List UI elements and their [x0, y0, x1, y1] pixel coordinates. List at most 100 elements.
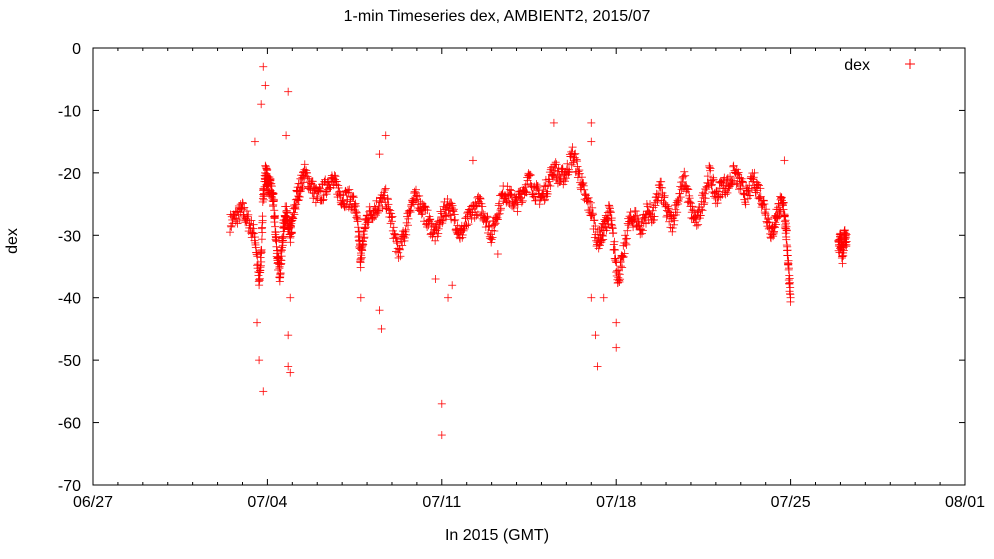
- data-point: [398, 241, 407, 250]
- data-point: [354, 223, 363, 232]
- data-point: [383, 195, 392, 204]
- data-point: [784, 264, 793, 273]
- data-point: [786, 283, 795, 292]
- data-point: [684, 185, 693, 194]
- data-point: [258, 228, 267, 237]
- data-point: [438, 219, 447, 228]
- data-point: [312, 192, 321, 201]
- data-point: [417, 210, 426, 219]
- data-point: [525, 170, 534, 179]
- data-point: [401, 225, 410, 234]
- data-point: [749, 175, 758, 184]
- data-point: [588, 203, 597, 212]
- data-point: [450, 216, 459, 225]
- data-point: [439, 215, 448, 224]
- data-point: [780, 156, 789, 165]
- data-point: [662, 212, 671, 221]
- data-point: [639, 218, 648, 227]
- data-point: [300, 173, 309, 182]
- data-point: [648, 206, 657, 215]
- data-point: [319, 196, 328, 205]
- data-point: [249, 220, 258, 229]
- data-point: [673, 208, 682, 217]
- data-point: [431, 274, 440, 283]
- data-point: [484, 222, 493, 231]
- data-point: [702, 183, 711, 192]
- data-point: [374, 206, 383, 215]
- data-point: [516, 193, 525, 202]
- data-point: [308, 177, 317, 186]
- data-point: [381, 131, 390, 140]
- data-point: [488, 233, 497, 242]
- data-point: [703, 172, 712, 181]
- data-point: [572, 155, 581, 164]
- data-point: [364, 218, 373, 227]
- data-point: [493, 250, 502, 259]
- data-point: [392, 234, 401, 243]
- data-point: [675, 189, 684, 198]
- data-point: [259, 387, 268, 396]
- data-point: [686, 199, 695, 208]
- data-point: [558, 164, 567, 173]
- data-point: [407, 200, 416, 209]
- data-point: [226, 228, 235, 237]
- data-point: [690, 206, 699, 215]
- data-point: [315, 187, 324, 196]
- data-point: [363, 217, 372, 226]
- data-point: [356, 263, 365, 272]
- data-point: [638, 226, 647, 235]
- data-point: [279, 232, 288, 241]
- data-point: [591, 331, 600, 340]
- data-point: [575, 166, 584, 175]
- data-point: [540, 196, 549, 205]
- data-point: [479, 209, 488, 218]
- data-point: [302, 168, 311, 177]
- data-point: [633, 211, 642, 220]
- data-point: [475, 199, 484, 208]
- data-point: [500, 190, 509, 199]
- data-point: [609, 228, 618, 237]
- data-point: [436, 207, 445, 216]
- data-point: [443, 194, 452, 203]
- data-point: [434, 229, 443, 238]
- data-point: [698, 188, 707, 197]
- data-point: [426, 215, 435, 224]
- data-point: [559, 175, 568, 184]
- data-point: [698, 206, 707, 215]
- data-point: [529, 192, 538, 201]
- data-point: [692, 221, 701, 230]
- data-point: [404, 214, 413, 223]
- data-point: [700, 189, 709, 198]
- data-point: [654, 190, 663, 199]
- data-point: [740, 190, 749, 199]
- data-point: [739, 189, 748, 198]
- data-point: [767, 234, 776, 243]
- data-point: [270, 211, 279, 220]
- data-point: [359, 240, 368, 249]
- data-point: [686, 198, 695, 207]
- data-point: [672, 198, 681, 207]
- data-point: [444, 209, 453, 218]
- data-point: [620, 249, 629, 258]
- data-point: [738, 178, 747, 187]
- data-point: [660, 193, 669, 202]
- data-point: [624, 221, 633, 230]
- x-tick-label: 07/11: [422, 494, 461, 511]
- data-point: [760, 200, 769, 209]
- data-point: [759, 200, 768, 209]
- data-point: [669, 211, 678, 220]
- data-point: [637, 225, 646, 234]
- data-point: [734, 170, 743, 179]
- data-point: [782, 226, 791, 235]
- y-tick-label: -60: [58, 416, 81, 433]
- data-point: [716, 192, 725, 201]
- data-point: [503, 182, 512, 191]
- data-point: [424, 216, 433, 225]
- data-point: [260, 190, 269, 199]
- data-point: [749, 173, 758, 182]
- data-point: [287, 228, 296, 237]
- data-point: [444, 293, 453, 302]
- data-point: [477, 207, 486, 216]
- data-point: [506, 190, 515, 199]
